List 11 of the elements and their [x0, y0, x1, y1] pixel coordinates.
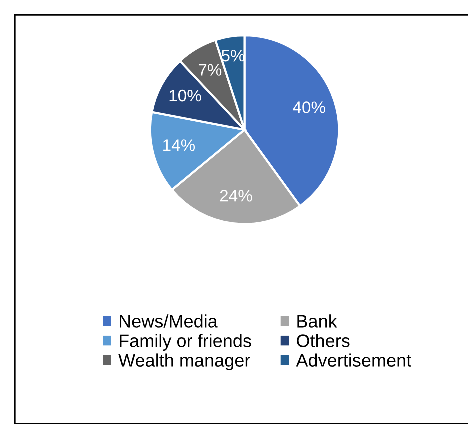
data-label: 40% [293, 102, 326, 114]
legend-label: News/Media [120, 314, 218, 328]
data-label: 24% [220, 190, 252, 202]
legend-label: Advertisement [296, 354, 412, 367]
data-label: 10% [170, 90, 202, 102]
legend-label: Family or friends [120, 334, 252, 351]
legend-label: Wealth manager [118, 354, 250, 371]
data-label: 7% [198, 64, 222, 76]
legend-label: Bank [298, 314, 338, 328]
data-label: 14% [164, 140, 196, 152]
legend-label: Others [297, 334, 350, 348]
